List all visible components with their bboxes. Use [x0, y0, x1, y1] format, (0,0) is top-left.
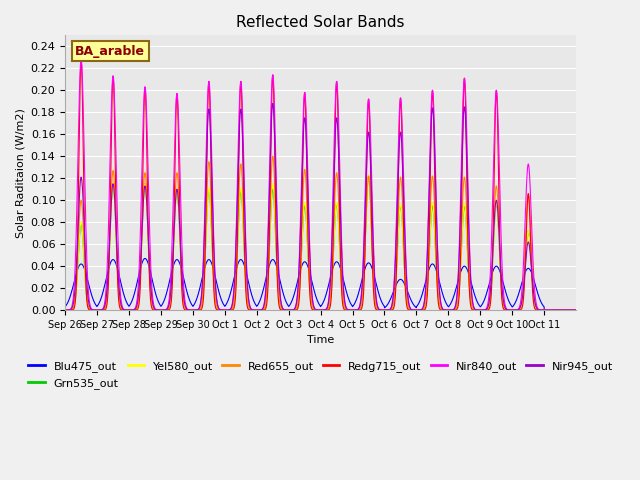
Legend: Blu475_out, Grn535_out, Yel580_out, Red655_out, Redg715_out, Nir840_out, Nir945_: Blu475_out, Grn535_out, Yel580_out, Red6… [24, 357, 618, 393]
Line: Nir945_out: Nir945_out [65, 104, 576, 310]
Redg715_out [567, 307, 575, 313]
Blu475_out [141, 256, 149, 262]
Yel580_out [540, 307, 548, 313]
Redg715_out [572, 307, 580, 313]
Blu475_out [494, 264, 502, 270]
Nir945_out [572, 307, 580, 313]
Redg715_out [386, 307, 394, 313]
Blu475_out [567, 307, 575, 313]
Nir945_out [269, 101, 276, 107]
Nir945_out [567, 307, 575, 313]
Nir840_out [386, 307, 394, 312]
Grn535_out [463, 248, 471, 253]
Nir840_out [61, 307, 69, 313]
Blu475_out [431, 264, 438, 269]
Title: Reflected Solar Bands: Reflected Solar Bands [236, 15, 405, 30]
Y-axis label: Solar Raditaion (W/m2): Solar Raditaion (W/m2) [15, 108, 25, 238]
Nir840_out [567, 307, 575, 313]
Grn535_out [494, 219, 502, 225]
Redg715_out [61, 307, 69, 313]
Nir945_out [61, 307, 69, 313]
Nir945_out [494, 213, 502, 218]
Nir945_out [386, 307, 394, 312]
Redg715_out [494, 146, 502, 152]
Nir840_out [494, 118, 502, 124]
Nir840_out [572, 307, 580, 313]
Red655_out [386, 307, 394, 313]
Line: Yel580_out: Yel580_out [65, 175, 576, 310]
Red655_out [61, 307, 69, 313]
X-axis label: Time: Time [307, 336, 334, 346]
Red655_out [494, 204, 502, 210]
Nir840_out [540, 307, 548, 313]
Yel580_out [386, 307, 394, 313]
Red655_out [567, 307, 575, 313]
Text: BA_arable: BA_arable [76, 45, 145, 58]
Grn535_out [572, 307, 580, 313]
Nir840_out [77, 57, 85, 62]
Yel580_out [365, 172, 372, 178]
Blu475_out [166, 276, 173, 282]
Red655_out [572, 307, 580, 313]
Yel580_out [166, 302, 173, 308]
Blu475_out [463, 267, 471, 273]
Blu475_out [386, 298, 394, 303]
Yel580_out [61, 307, 69, 313]
Redg715_out [77, 57, 85, 62]
Redg715_out [463, 215, 471, 221]
Line: Red655_out: Red655_out [65, 156, 576, 310]
Line: Grn535_out: Grn535_out [65, 176, 576, 310]
Red655_out [431, 213, 438, 218]
Grn535_out [567, 307, 575, 313]
Blu475_out [540, 307, 548, 313]
Grn535_out [386, 307, 394, 313]
Grn535_out [365, 173, 372, 179]
Yel580_out [463, 246, 471, 252]
Blu475_out [572, 307, 580, 313]
Redg715_out [431, 183, 438, 189]
Nir840_out [431, 141, 438, 147]
Nir945_out [540, 307, 548, 313]
Redg715_out [540, 307, 548, 313]
Line: Nir840_out: Nir840_out [65, 60, 576, 310]
Red655_out [540, 307, 548, 313]
Nir945_out [166, 298, 173, 303]
Grn535_out [61, 307, 69, 313]
Red655_out [463, 231, 471, 237]
Yel580_out [431, 231, 438, 237]
Yel580_out [572, 307, 580, 313]
Nir840_out [166, 288, 173, 294]
Grn535_out [540, 307, 548, 313]
Line: Blu475_out: Blu475_out [65, 259, 576, 310]
Blu475_out [61, 304, 69, 310]
Grn535_out [166, 302, 173, 308]
Yel580_out [567, 307, 575, 313]
Redg715_out [166, 306, 173, 312]
Nir840_out [463, 159, 471, 165]
Yel580_out [494, 218, 502, 224]
Red655_out [166, 301, 173, 307]
Grn535_out [431, 233, 438, 239]
Nir945_out [431, 155, 438, 160]
Red655_out [269, 154, 276, 159]
Nir945_out [463, 178, 471, 183]
Line: Redg715_out: Redg715_out [65, 60, 576, 310]
